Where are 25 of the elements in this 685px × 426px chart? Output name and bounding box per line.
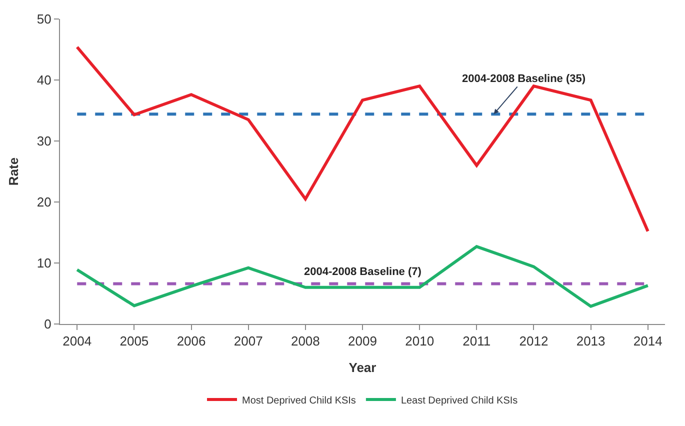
y-tick-label: 30 xyxy=(36,134,52,149)
line-series xyxy=(76,245,650,308)
x-tick-label: 2009 xyxy=(348,334,377,349)
x-tick-label: 2005 xyxy=(120,334,149,349)
x-axis-title: Year xyxy=(348,360,376,376)
line-series xyxy=(76,46,650,233)
x-tick-label: 2004 xyxy=(62,334,92,349)
legend-label: Most Deprived Child KSIs xyxy=(242,395,356,406)
x-tick-label: 2007 xyxy=(234,334,263,349)
x-tick-label: 2008 xyxy=(290,334,320,349)
x-tick-label: 2010 xyxy=(405,334,434,349)
x-tick-label: 2006 xyxy=(176,334,206,349)
y-tick-label: 20 xyxy=(36,194,52,210)
ref-line-label: 2004-2008 Baseline (35) xyxy=(462,73,586,85)
y-tick-label: 50 xyxy=(36,12,52,27)
y-tick-label: 0 xyxy=(44,316,52,332)
y-tick-label: 40 xyxy=(36,72,52,88)
x-tick-label: 2013 xyxy=(576,334,606,349)
x-tick-label: 2011 xyxy=(462,334,491,349)
y-axis-title: Rate xyxy=(6,157,21,186)
y-tick-label: 10 xyxy=(36,256,52,271)
legend-label: Least Deprived Child KSIs xyxy=(400,395,518,406)
ref-line-label: 2004-2008 Baseline (7) xyxy=(304,266,422,278)
x-tick-label: 2014 xyxy=(633,334,662,349)
x-tick-label: 2012 xyxy=(519,334,548,349)
